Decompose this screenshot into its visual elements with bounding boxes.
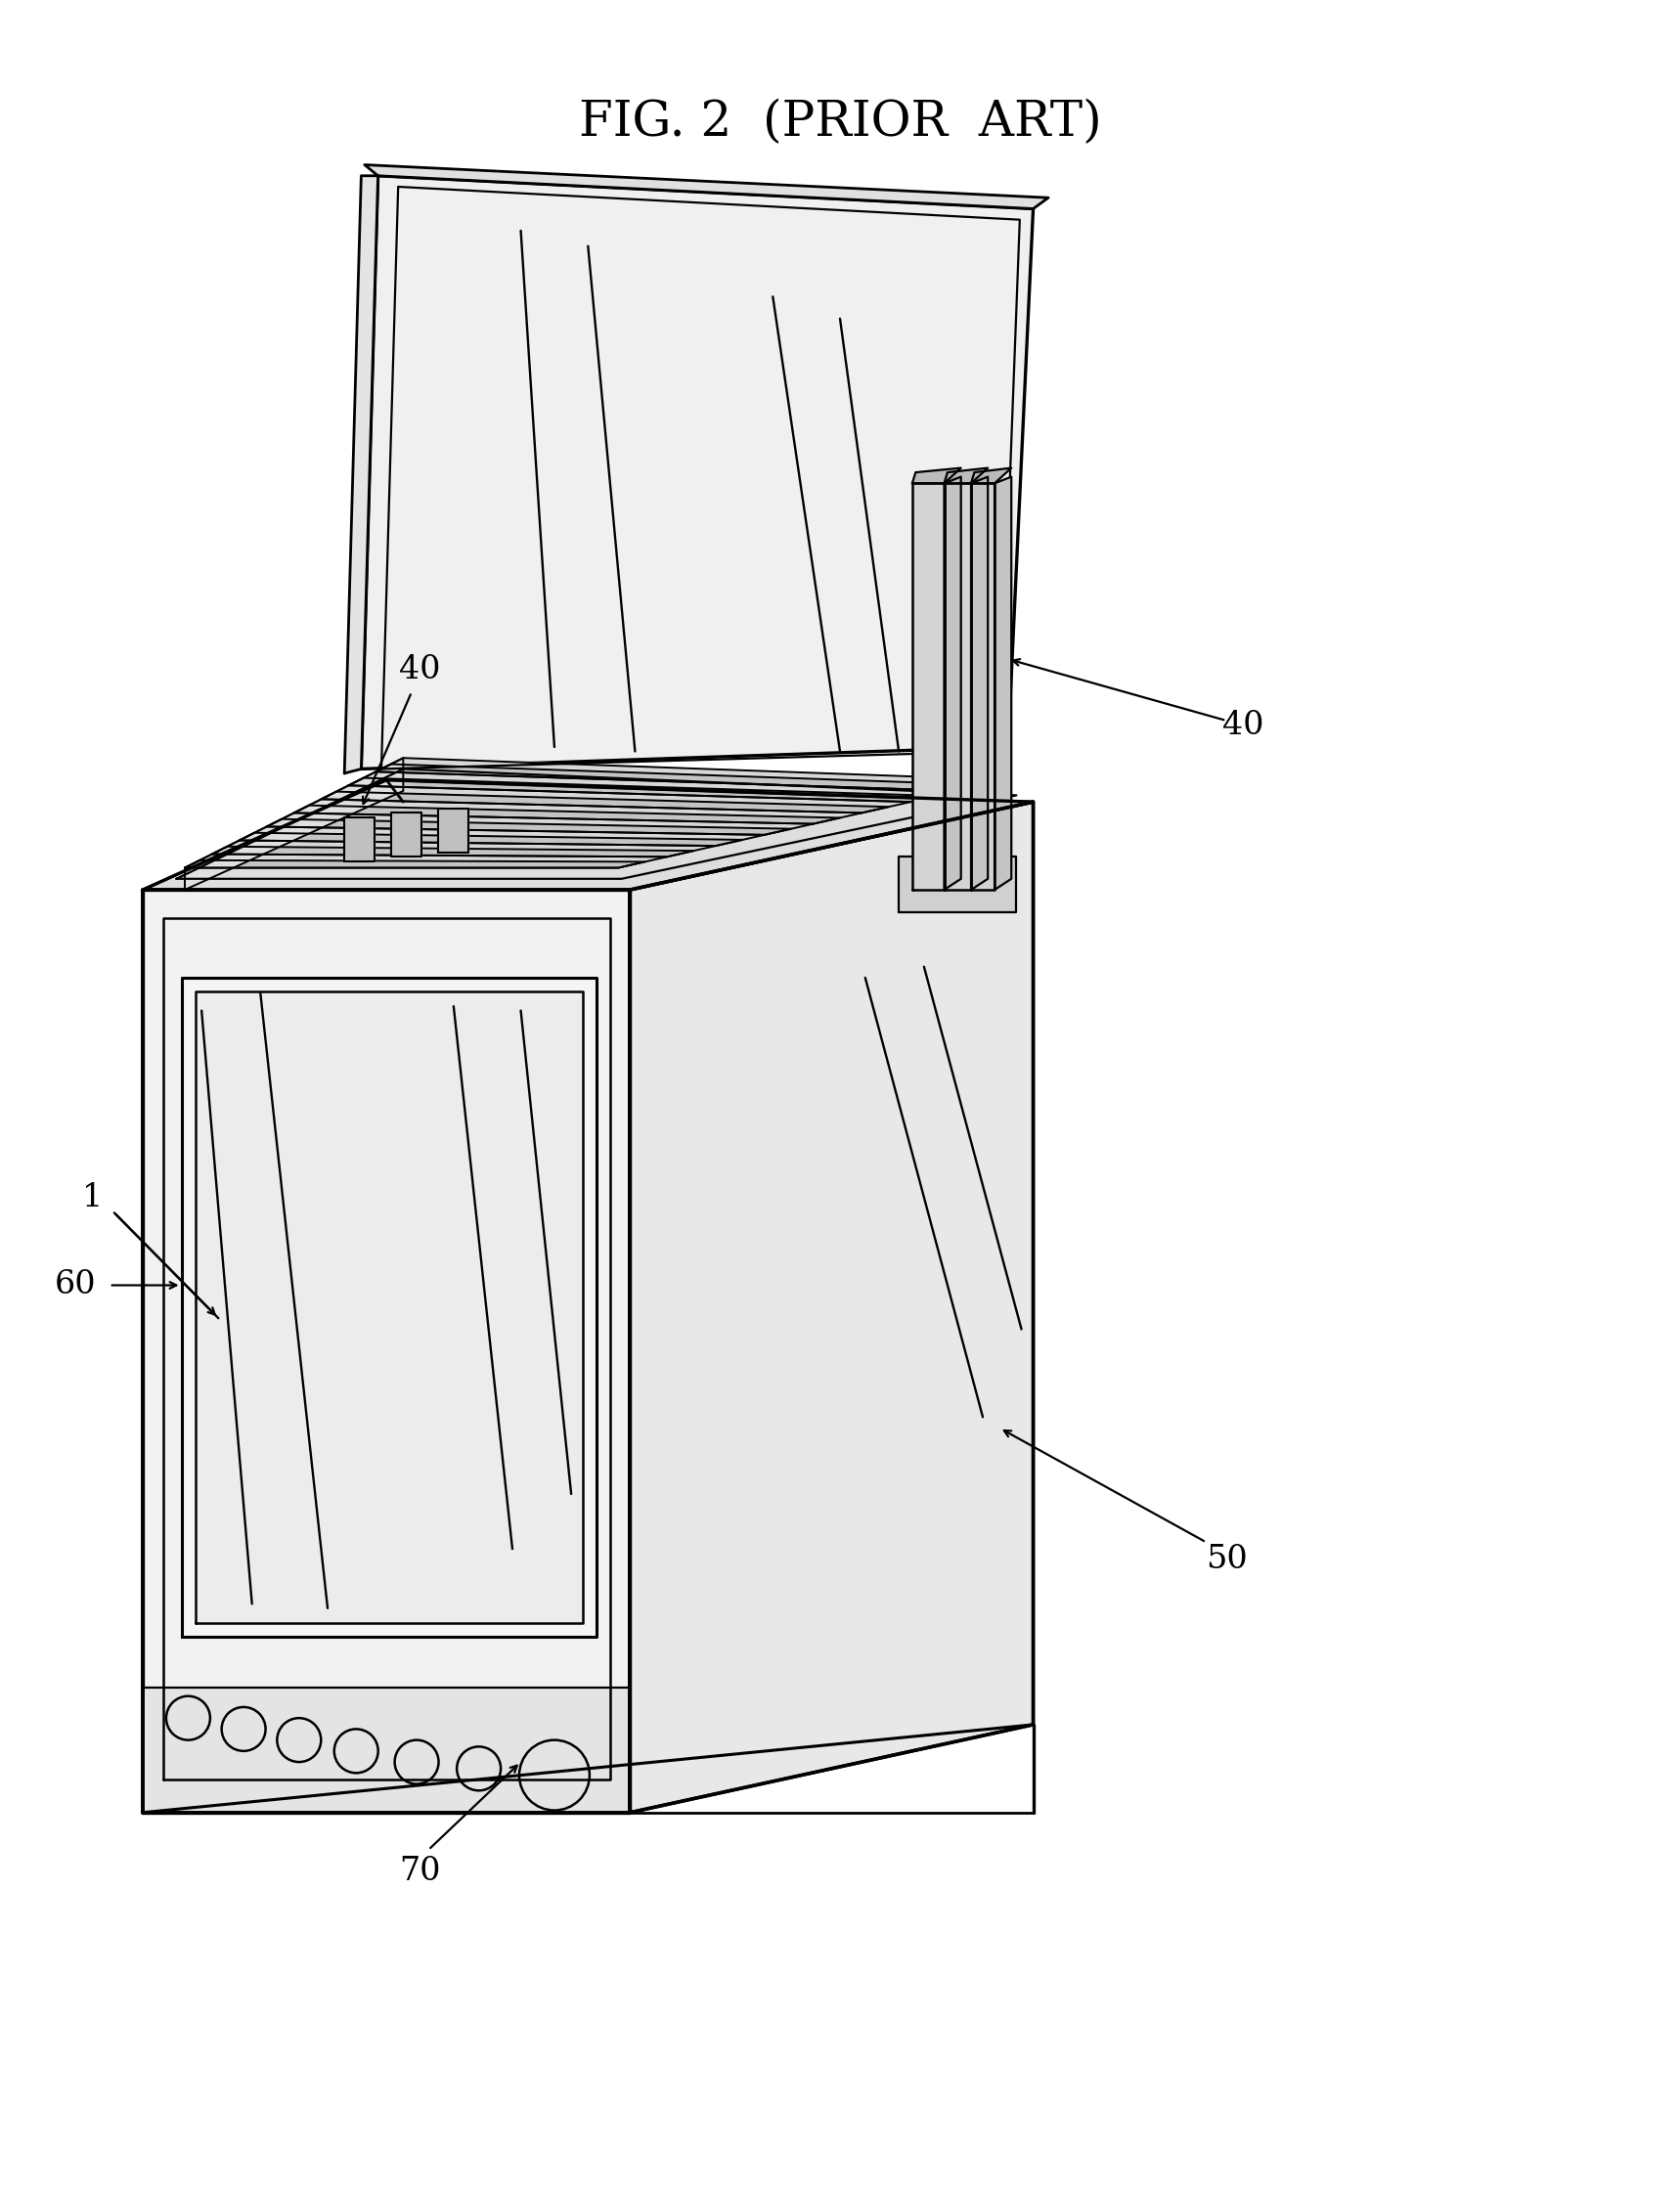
Polygon shape — [376, 765, 986, 791]
Text: 40: 40 — [1223, 710, 1263, 740]
Polygon shape — [391, 813, 422, 857]
Polygon shape — [944, 477, 961, 890]
Polygon shape — [143, 890, 630, 1813]
Polygon shape — [185, 758, 403, 890]
Polygon shape — [143, 1687, 630, 1813]
Text: 50: 50 — [1206, 1544, 1247, 1575]
Polygon shape — [344, 817, 375, 861]
Polygon shape — [349, 778, 937, 802]
Polygon shape — [185, 758, 1008, 868]
Polygon shape — [181, 978, 596, 1637]
Polygon shape — [361, 176, 1033, 769]
Polygon shape — [438, 808, 469, 852]
Polygon shape — [212, 846, 694, 857]
Polygon shape — [944, 468, 988, 483]
Text: 70: 70 — [400, 1856, 440, 1887]
Polygon shape — [185, 861, 645, 868]
Polygon shape — [971, 483, 995, 890]
Polygon shape — [995, 477, 1011, 890]
Polygon shape — [365, 165, 1048, 209]
Polygon shape — [944, 483, 971, 890]
Polygon shape — [143, 780, 1033, 890]
Polygon shape — [912, 483, 944, 890]
Polygon shape — [971, 477, 988, 890]
Text: 40: 40 — [400, 655, 440, 685]
Text: FIG. 2  (PRIOR  ART): FIG. 2 (PRIOR ART) — [578, 99, 1102, 147]
Polygon shape — [321, 791, 889, 813]
Polygon shape — [195, 991, 583, 1624]
Polygon shape — [899, 857, 1016, 912]
Polygon shape — [239, 833, 743, 846]
Polygon shape — [971, 468, 1011, 483]
Polygon shape — [912, 468, 961, 483]
Text: 60: 60 — [55, 1270, 96, 1301]
Polygon shape — [344, 176, 378, 773]
Text: 1: 1 — [82, 1182, 102, 1213]
Polygon shape — [294, 806, 840, 824]
Polygon shape — [267, 819, 791, 835]
Polygon shape — [630, 802, 1033, 1813]
